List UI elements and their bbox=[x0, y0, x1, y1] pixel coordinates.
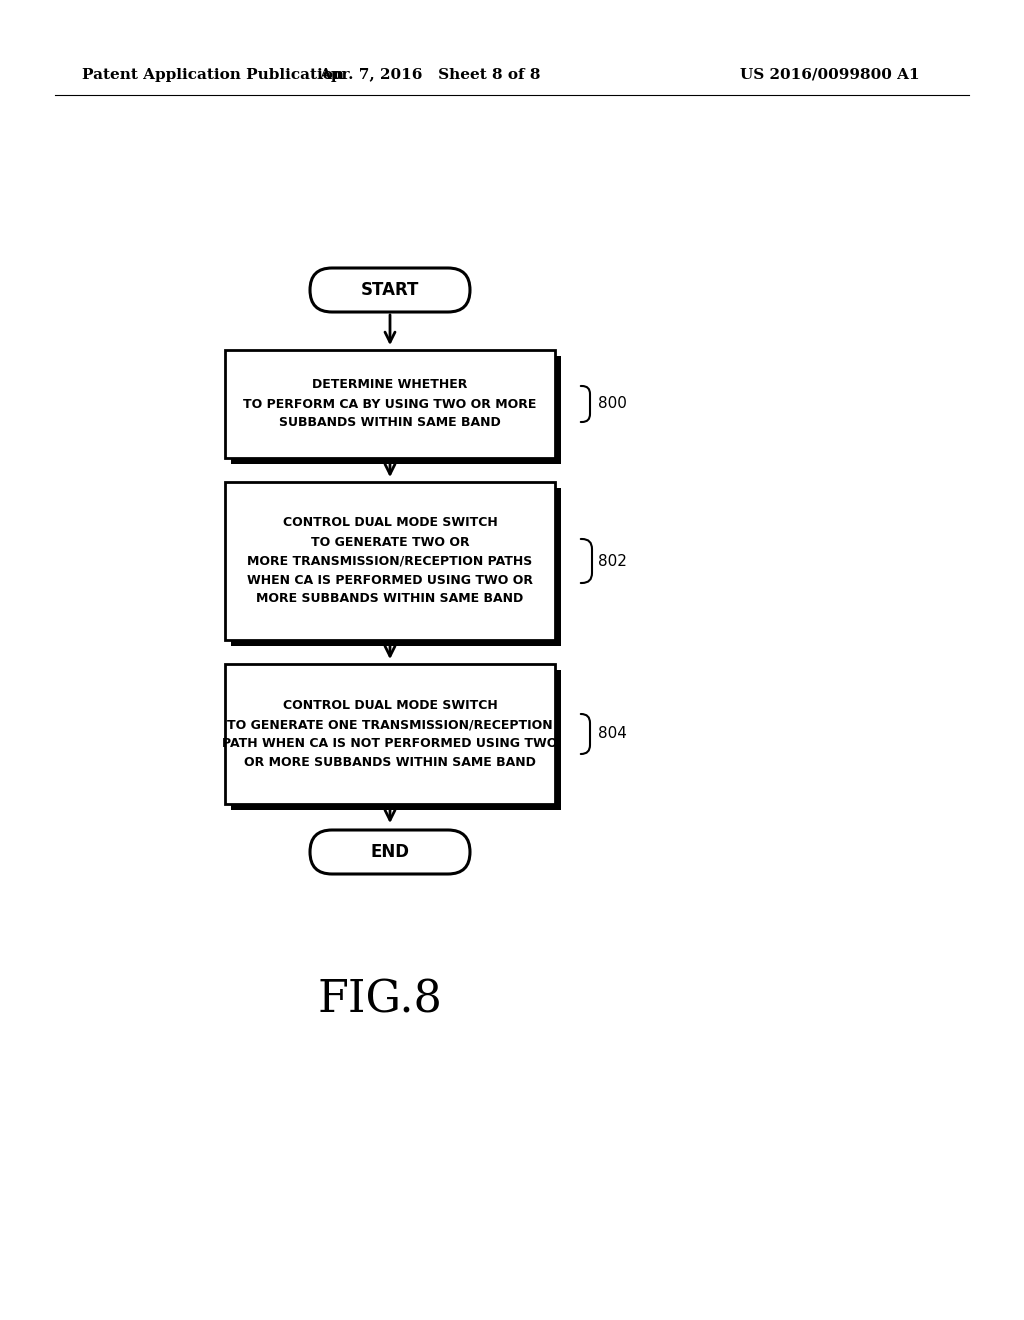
Bar bbox=[231, 671, 561, 810]
FancyBboxPatch shape bbox=[310, 830, 470, 874]
Bar bbox=[225, 664, 555, 804]
Text: US 2016/0099800 A1: US 2016/0099800 A1 bbox=[740, 69, 920, 82]
Text: CONTROL DUAL MODE SWITCH
TO GENERATE TWO OR
MORE TRANSMISSION/RECEPTION PATHS
WH: CONTROL DUAL MODE SWITCH TO GENERATE TWO… bbox=[247, 516, 534, 606]
Text: FIG.8: FIG.8 bbox=[317, 978, 442, 1022]
Text: 802: 802 bbox=[598, 553, 627, 569]
Text: START: START bbox=[360, 281, 419, 300]
Text: Apr. 7, 2016   Sheet 8 of 8: Apr. 7, 2016 Sheet 8 of 8 bbox=[319, 69, 541, 82]
Bar bbox=[225, 350, 555, 458]
Bar bbox=[225, 482, 555, 640]
Text: 804: 804 bbox=[598, 726, 627, 742]
Text: END: END bbox=[371, 843, 410, 861]
Bar bbox=[231, 356, 561, 465]
FancyBboxPatch shape bbox=[310, 268, 470, 312]
Text: Patent Application Publication: Patent Application Publication bbox=[82, 69, 344, 82]
Text: CONTROL DUAL MODE SWITCH
TO GENERATE ONE TRANSMISSION/RECEPTION
PATH WHEN CA IS : CONTROL DUAL MODE SWITCH TO GENERATE ONE… bbox=[222, 700, 558, 770]
Text: 800: 800 bbox=[598, 396, 627, 412]
Bar bbox=[231, 488, 561, 645]
Text: DETERMINE WHETHER
TO PERFORM CA BY USING TWO OR MORE
SUBBANDS WITHIN SAME BAND: DETERMINE WHETHER TO PERFORM CA BY USING… bbox=[244, 379, 537, 429]
